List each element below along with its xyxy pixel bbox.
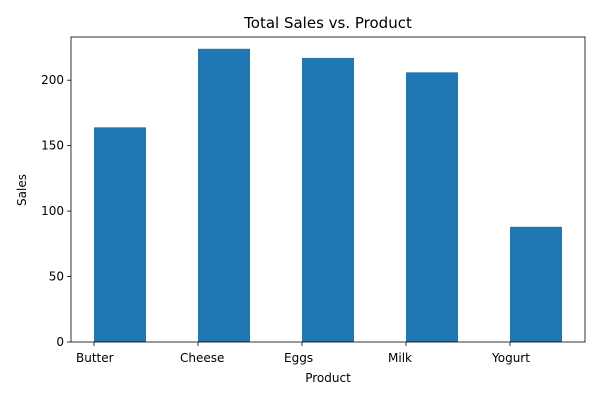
y-tick-label: 150: [41, 139, 64, 153]
y-tick-label: 200: [41, 73, 64, 87]
bar-milk: [406, 72, 458, 342]
x-tick-label: Butter: [76, 351, 114, 365]
x-tick-label: Yogurt: [491, 351, 530, 365]
bars-layer: [94, 48, 562, 342]
y-tick-label: 0: [56, 335, 64, 349]
x-tick-label: Eggs: [284, 351, 313, 365]
chart-title: Total Sales vs. Product: [243, 14, 412, 32]
y-axis-label: Sales: [15, 174, 29, 206]
x-axis-label: Product: [305, 371, 351, 385]
x-tick-label: Milk: [388, 351, 412, 365]
y-tick-label: 50: [49, 270, 64, 284]
bar-yogurt: [510, 226, 562, 342]
bar-eggs: [302, 57, 354, 342]
y-tick-label: 100: [41, 204, 64, 218]
bar-cheese: [198, 48, 250, 342]
x-tick-label: Cheese: [180, 351, 224, 365]
ticks-layer: Butter Cheese Eggs Milk Yogurt 0 50 100 150 200: [41, 73, 530, 365]
bar-butter: [94, 127, 146, 342]
plot-frame: [70, 36, 586, 343]
